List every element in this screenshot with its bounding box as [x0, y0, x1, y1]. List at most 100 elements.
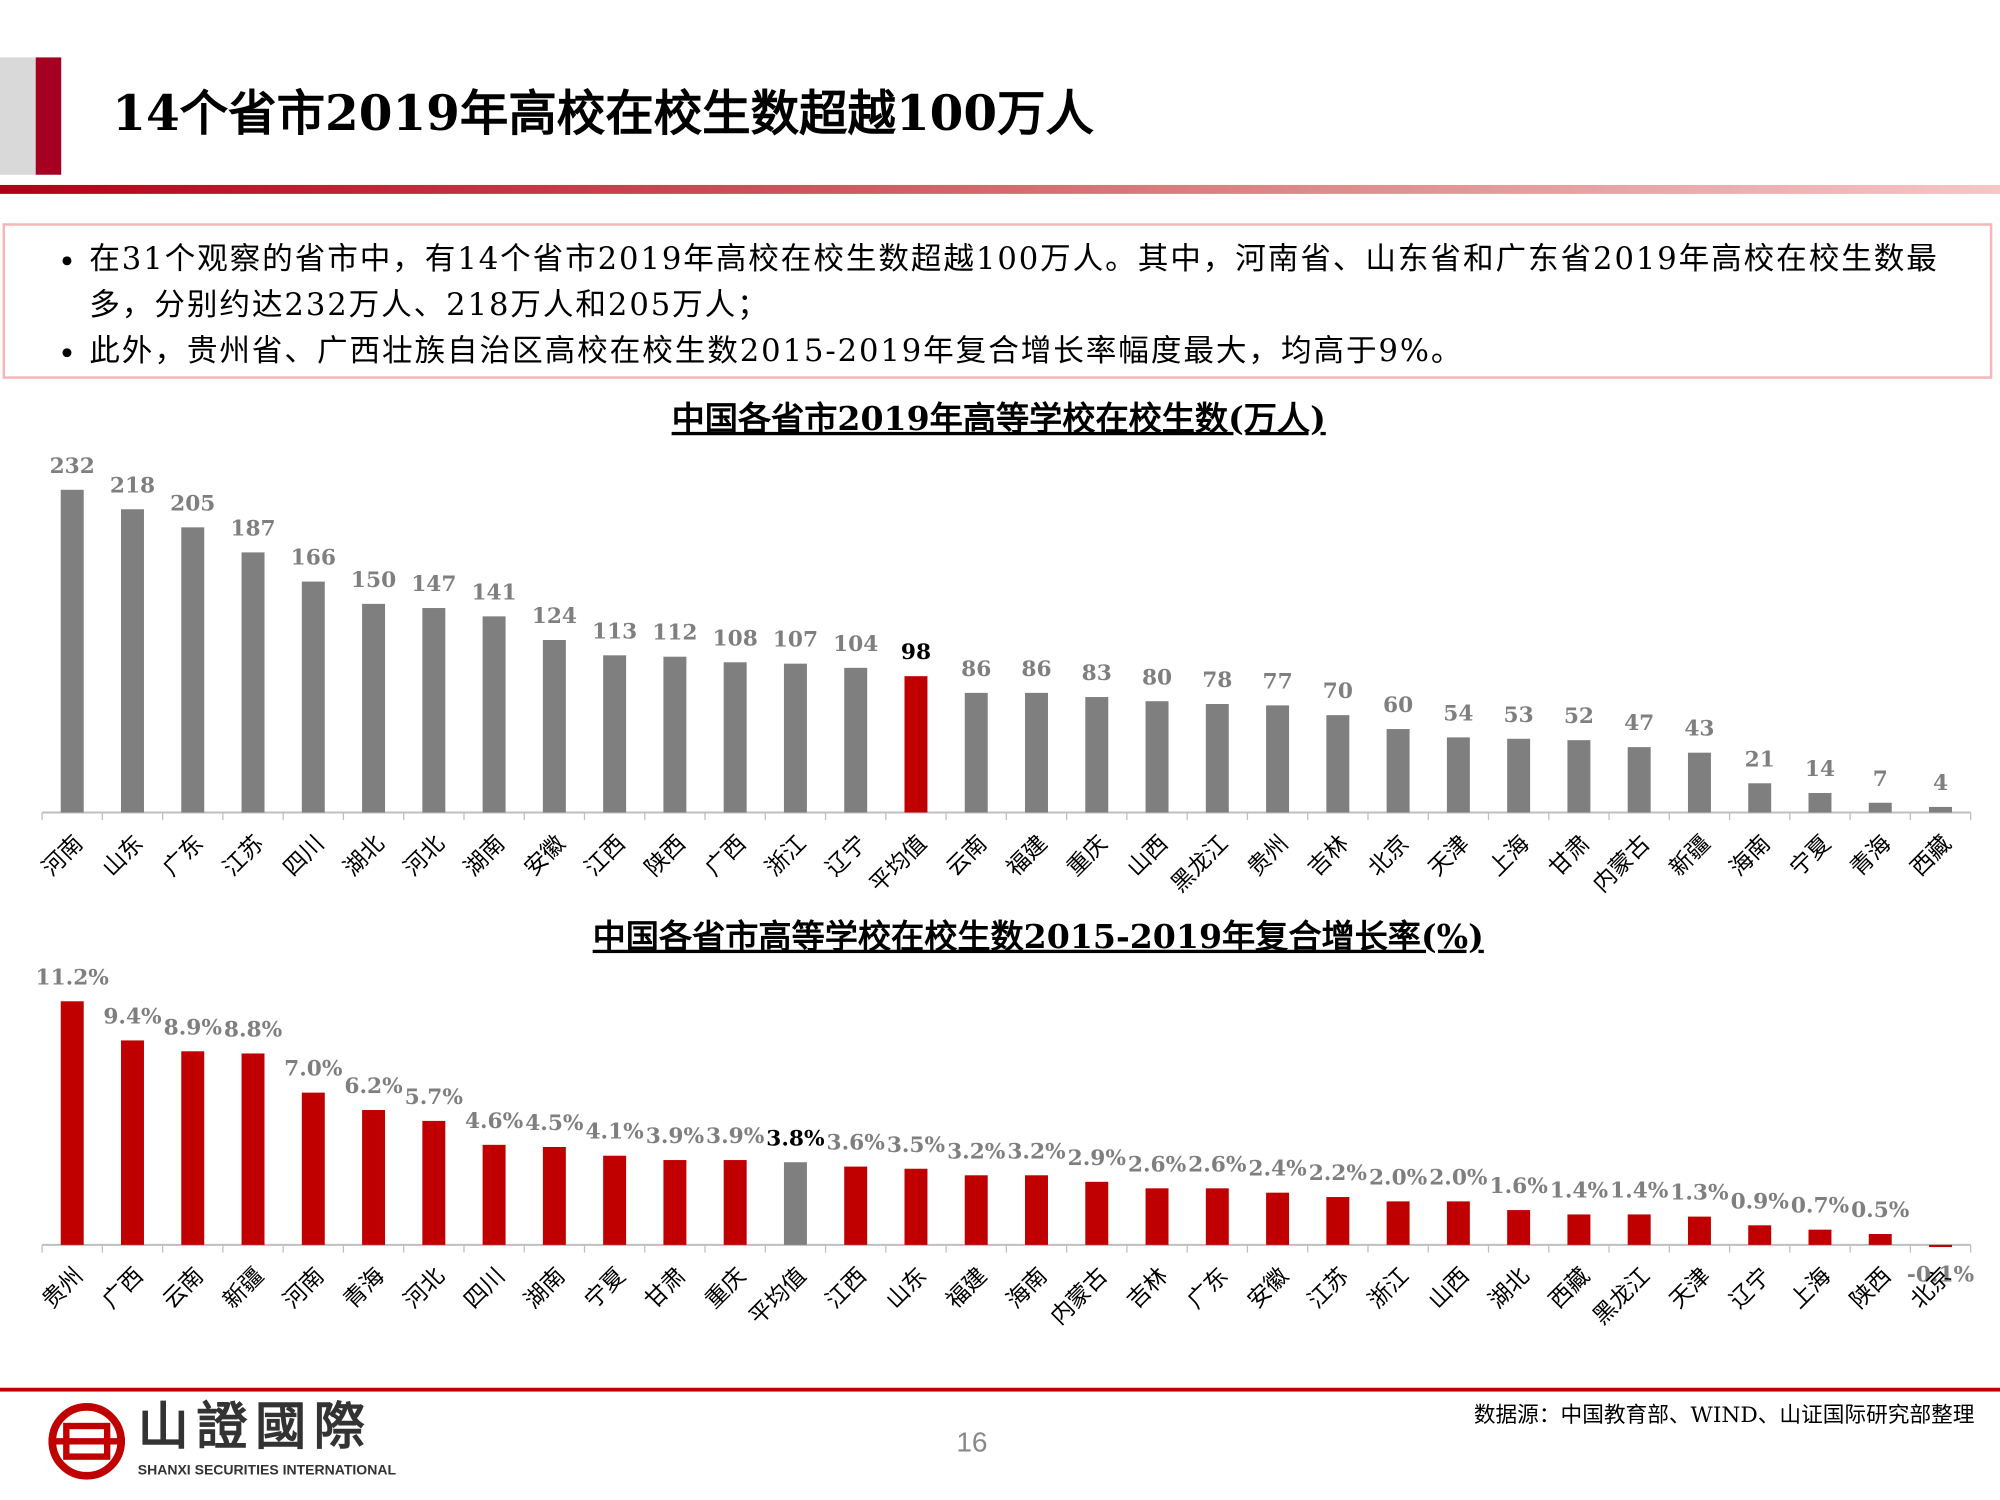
logo-english: SHANXI SECURITIES INTERNATIONAL — [138, 1461, 397, 1477]
x-tick-label: 宁夏 — [1785, 831, 1836, 882]
bar — [1205, 703, 1229, 813]
data-label: 6.2% — [344, 1074, 403, 1099]
x-tick-label: 河北 — [399, 831, 450, 882]
footer-rule — [0, 1387, 2000, 1392]
bar — [181, 1051, 205, 1245]
bar — [60, 489, 84, 813]
x-tick-label: 平均值 — [745, 1263, 812, 1330]
data-label: 80 — [1142, 665, 1172, 690]
data-label: 2.6% — [1128, 1152, 1187, 1177]
x-tick-label: 辽宁 — [821, 831, 872, 882]
x-tick-label: 北京 — [1363, 831, 1414, 882]
data-label: 218 — [110, 473, 155, 498]
x-tick-label: 陕西 — [640, 831, 691, 882]
x-tick-label: 平均值 — [865, 831, 932, 898]
bar — [1567, 1214, 1591, 1245]
data-label: 2.4% — [1248, 1157, 1307, 1182]
x-tick-label: 江西 — [580, 831, 631, 882]
data-label: 1.3% — [1670, 1181, 1729, 1206]
bar — [964, 692, 988, 813]
x-tick-label: 新疆 — [218, 1263, 269, 1314]
data-label: 124 — [532, 604, 577, 629]
bar — [1386, 729, 1410, 813]
bar — [121, 1040, 144, 1245]
data-label: 3.2% — [947, 1139, 1006, 1164]
data-label: 5.7% — [405, 1085, 464, 1110]
data-label: 7 — [1873, 767, 1888, 792]
data-label: 4.6% — [465, 1109, 524, 1134]
x-tick-label: 江苏 — [218, 831, 269, 882]
x-tick-label: 吉林 — [1303, 831, 1354, 882]
bar — [1326, 1197, 1350, 1245]
bullet: 此外，贵州省、广西壮族自治区高校在校生数2015-2019年复合增长率幅度最大，… — [89, 328, 1964, 374]
x-tick-label: 西藏 — [1906, 831, 1957, 882]
x-tick-label: 广东 — [158, 831, 209, 882]
bar — [1507, 738, 1531, 813]
data-label: 1.6% — [1489, 1174, 1548, 1199]
bar — [1868, 1234, 1892, 1245]
bar — [1868, 802, 1892, 813]
data-label: 86 — [961, 657, 991, 682]
bar — [663, 1160, 687, 1245]
x-tick-label: 湖北 — [1484, 1263, 1535, 1314]
x-tick-label: 陕西 — [1846, 1263, 1897, 1314]
bar — [1748, 783, 1772, 813]
bar — [1507, 1210, 1531, 1245]
data-label: 86 — [1021, 657, 1051, 682]
x-tick-label: 广西 — [98, 1263, 149, 1314]
data-label: 141 — [471, 580, 516, 605]
data-label: 4.5% — [525, 1111, 584, 1136]
data-label: 54 — [1443, 701, 1473, 726]
data-label: 3.9% — [646, 1124, 705, 1149]
bar — [844, 667, 868, 813]
header-accent — [0, 57, 36, 175]
header-rule — [0, 184, 2000, 194]
x-tick-label: 湖南 — [459, 831, 510, 882]
x-tick-label: 云南 — [158, 1263, 209, 1314]
x-tick-label: 内蒙古 — [1588, 831, 1655, 898]
bar — [1386, 1201, 1410, 1245]
bar — [1145, 701, 1169, 813]
bar — [301, 1092, 325, 1245]
bar — [904, 1168, 928, 1245]
data-label: 3.2% — [1007, 1139, 1066, 1164]
x-tick-label: 安徽 — [520, 831, 571, 882]
data-label: 187 — [230, 516, 275, 541]
x-tick-label: 黑龙江 — [1166, 831, 1233, 898]
data-label: 4.1% — [585, 1120, 644, 1145]
x-tick-label: 河南 — [279, 1263, 330, 1314]
page-number: 16 — [956, 1426, 987, 1457]
x-tick-label: 甘肃 — [1544, 831, 1595, 882]
bar — [1627, 747, 1651, 813]
x-tick-label: 青海 — [1846, 831, 1897, 882]
x-tick-label: 广东 — [1183, 1263, 1234, 1314]
bar — [1326, 715, 1350, 813]
x-tick-label: 四川 — [459, 1263, 510, 1314]
data-label: 166 — [291, 546, 336, 571]
x-tick-label: 宁夏 — [580, 1263, 631, 1314]
x-tick-label: 山西 — [1122, 831, 1173, 882]
data-label: 0.9% — [1731, 1189, 1790, 1214]
bar — [723, 1160, 747, 1245]
bar — [60, 1001, 84, 1245]
data-label: 147 — [411, 572, 456, 597]
data-label: 1.4% — [1610, 1178, 1669, 1203]
bar — [1085, 697, 1109, 813]
x-tick-label: 广西 — [700, 831, 751, 882]
bullet-box: 在31个观察的省市中，有14个省市2019年高校在校生数超越100万人。其中，河… — [2, 223, 1993, 379]
bar — [1446, 737, 1470, 813]
bar — [241, 552, 265, 813]
data-label: 0.7% — [1791, 1194, 1850, 1219]
data-label: 8.8% — [224, 1018, 283, 1043]
data-label: 7.0% — [284, 1057, 343, 1082]
bar — [422, 1120, 446, 1245]
bar — [1266, 1192, 1290, 1245]
data-label: 104 — [833, 632, 878, 657]
x-tick-label: 山西 — [1424, 1263, 1475, 1314]
data-label: 14 — [1805, 757, 1835, 782]
bar — [1808, 1229, 1832, 1245]
x-tick-label: 贵州 — [1243, 831, 1294, 882]
bar — [1025, 692, 1048, 813]
x-tick-label: 安徽 — [1243, 1263, 1294, 1314]
